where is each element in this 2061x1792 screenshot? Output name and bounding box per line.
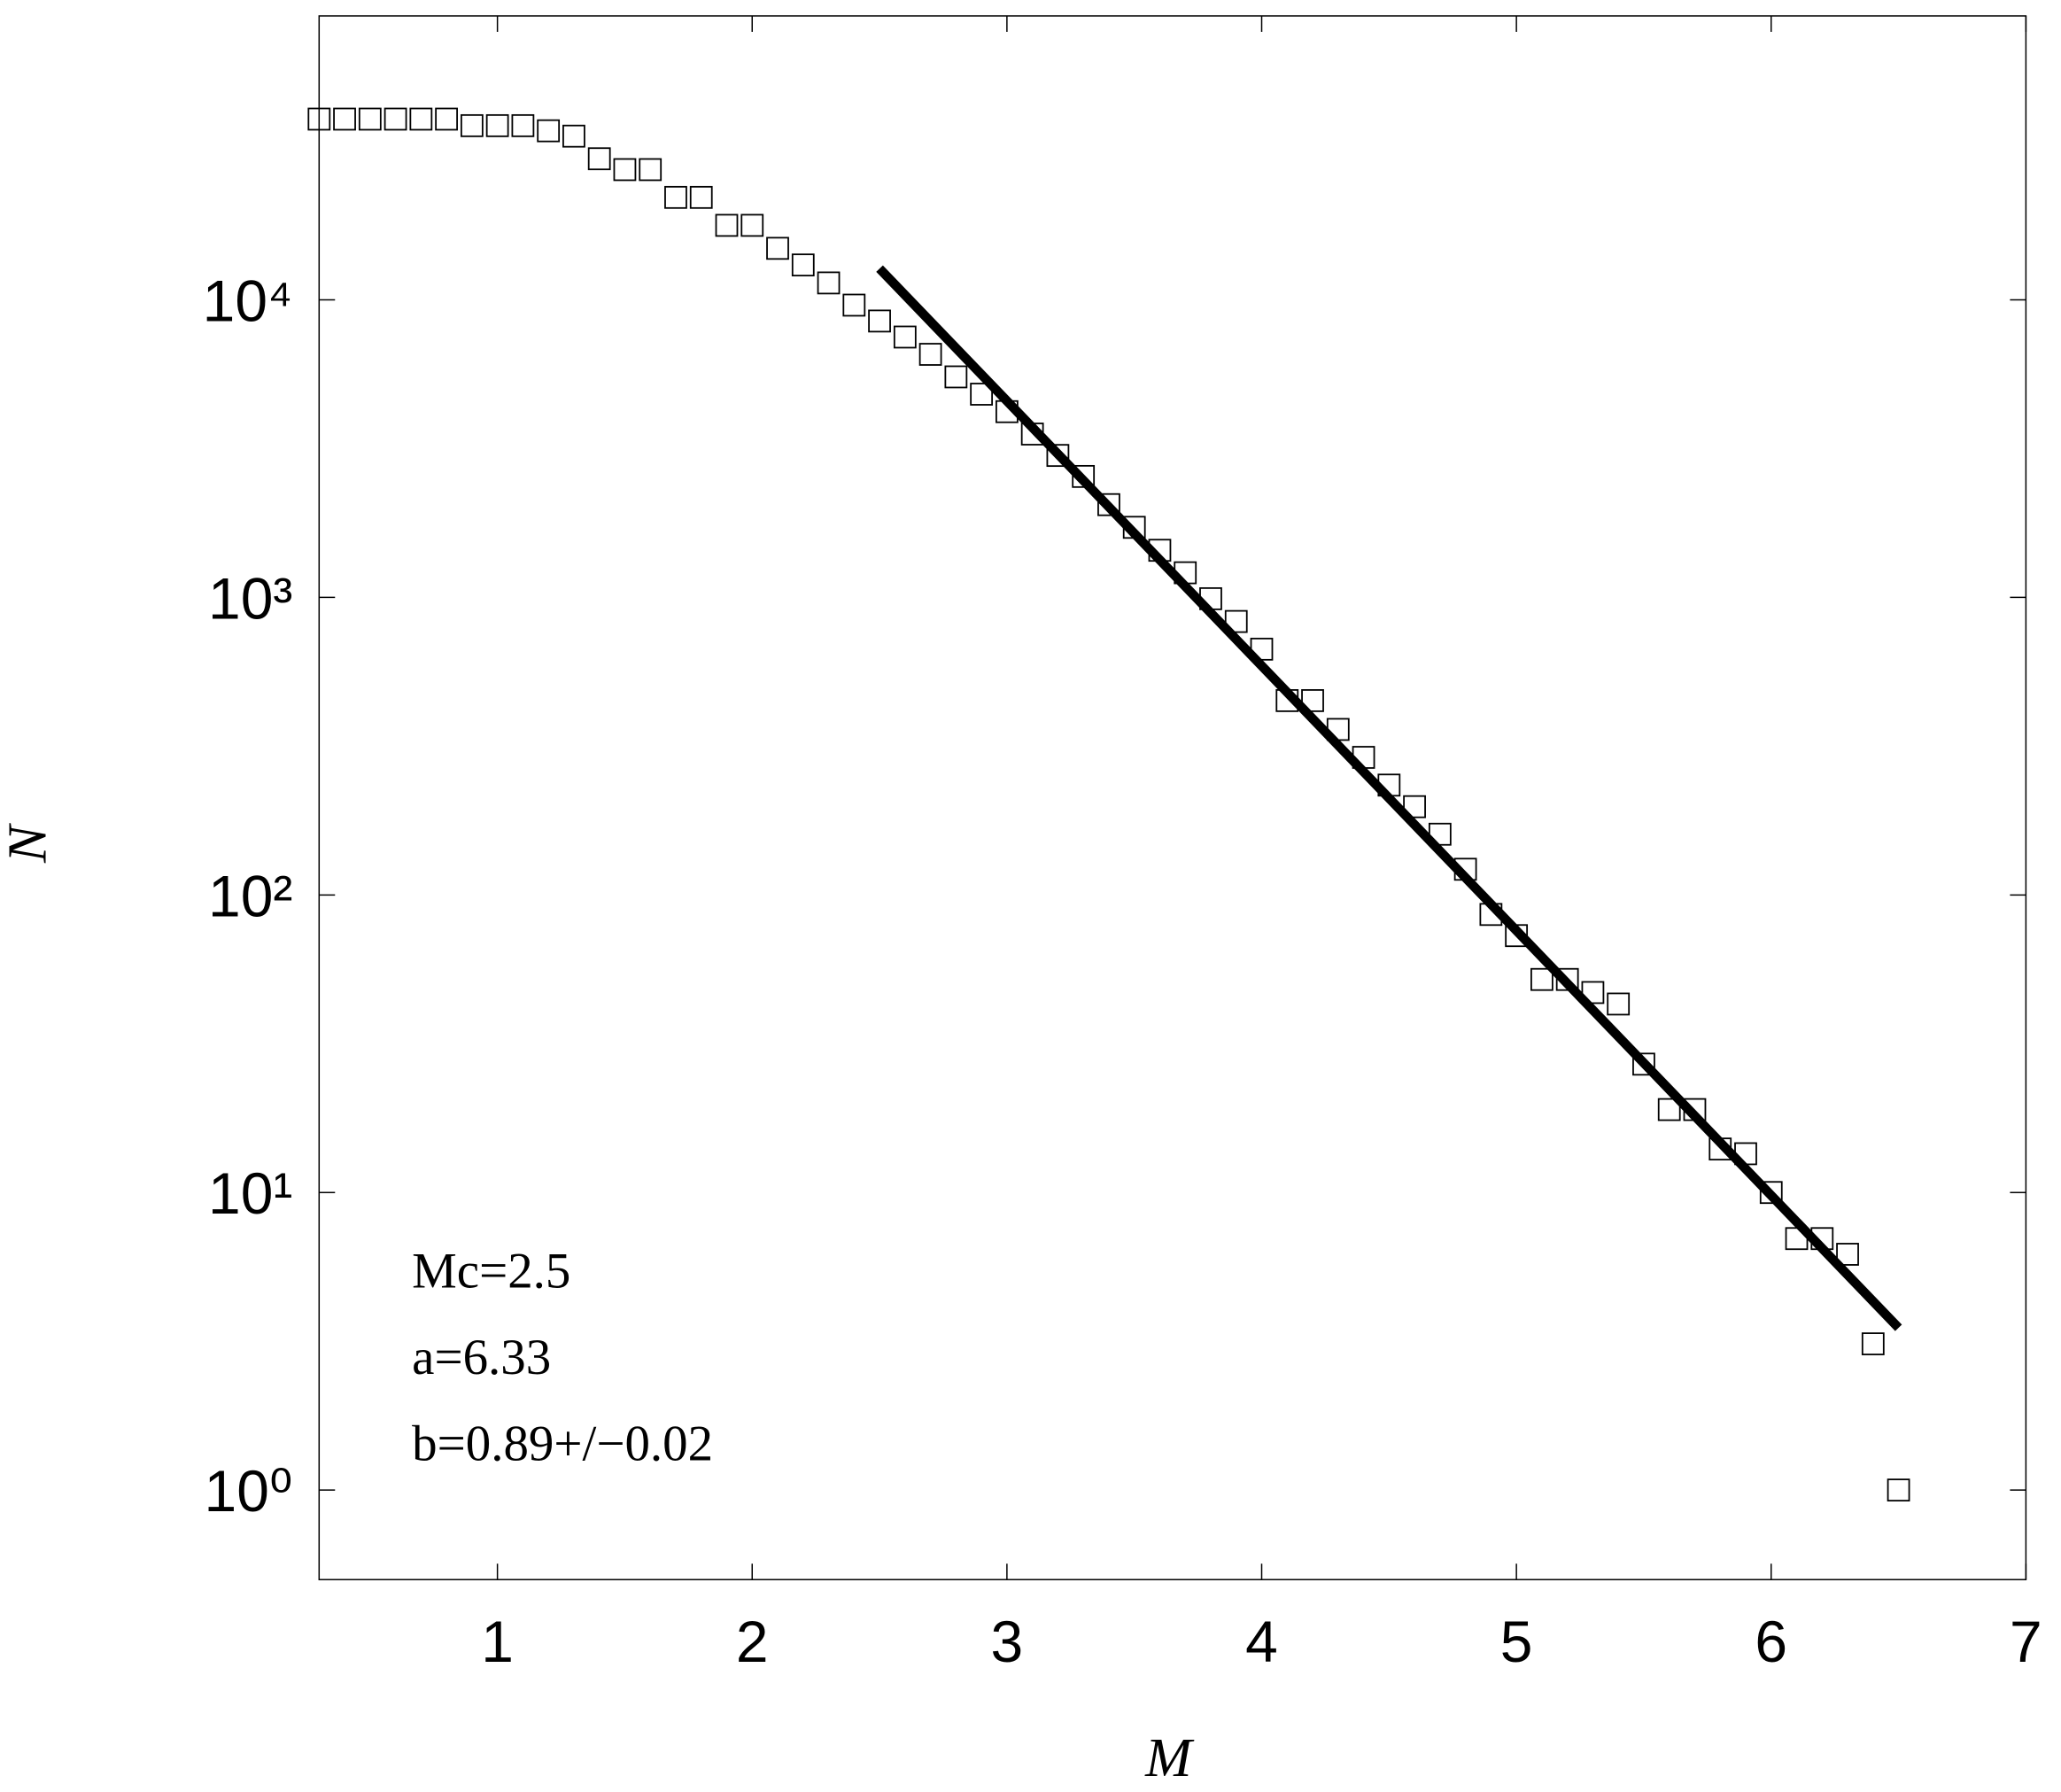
marker [944, 365, 968, 389]
annotation: Mc=2.5 [412, 1244, 570, 1299]
x-tick-label: 7 [2010, 1609, 2042, 1674]
x-tick-label: 4 [1245, 1609, 1278, 1674]
x-tick-label: 3 [991, 1609, 1024, 1674]
x-tick-label: 2 [736, 1609, 769, 1674]
y-tick-label: 10⁰ [205, 1458, 293, 1524]
marker [307, 107, 331, 131]
marker [970, 383, 994, 406]
marker [1836, 1243, 1859, 1266]
marker [333, 107, 356, 131]
annotation: a=6.33 [412, 1330, 551, 1385]
marker [1861, 1332, 1885, 1355]
y-tick-label: 10³ [208, 565, 292, 631]
marker [460, 113, 484, 137]
fit-line [876, 265, 1902, 1331]
marker [537, 119, 561, 143]
marker [1530, 967, 1553, 991]
marker [1046, 444, 1070, 468]
marker [791, 253, 815, 277]
marker [1301, 689, 1324, 712]
marker [868, 309, 891, 333]
y-tick-label: 10¹ [208, 1160, 292, 1226]
marker [1403, 795, 1426, 818]
annotation: b=0.89+/−0.02 [412, 1416, 713, 1471]
marker [1607, 992, 1631, 1016]
y-tick-label: 10² [208, 863, 292, 928]
marker [1657, 1098, 1681, 1121]
marker [435, 107, 458, 131]
marker [842, 293, 866, 317]
marker [740, 213, 764, 237]
marker [1759, 1181, 1783, 1205]
marker [587, 147, 611, 171]
marker [562, 124, 585, 148]
marker [613, 158, 637, 182]
x-tick-label: 6 [1755, 1609, 1787, 1674]
x-tick-label: 1 [481, 1609, 514, 1674]
marker [511, 113, 535, 137]
x-axis-label: M [1144, 1726, 1195, 1788]
marker [715, 213, 739, 237]
marker [1887, 1478, 1910, 1502]
marker [918, 343, 942, 366]
marker [689, 185, 713, 209]
marker [358, 107, 382, 131]
marker [1224, 609, 1248, 633]
marker [639, 158, 662, 182]
marker [1632, 1052, 1655, 1076]
plot-frame [318, 15, 2027, 1580]
marker [485, 113, 509, 137]
marker [664, 185, 687, 209]
marker [817, 271, 841, 295]
marker [409, 107, 433, 131]
marker [766, 237, 789, 260]
y-axis-label: N [0, 823, 58, 864]
y-tick-label: 10⁴ [203, 268, 293, 333]
marker [384, 107, 407, 131]
marker [893, 325, 917, 349]
marker [1097, 493, 1120, 516]
x-tick-label: 5 [1500, 1609, 1533, 1674]
